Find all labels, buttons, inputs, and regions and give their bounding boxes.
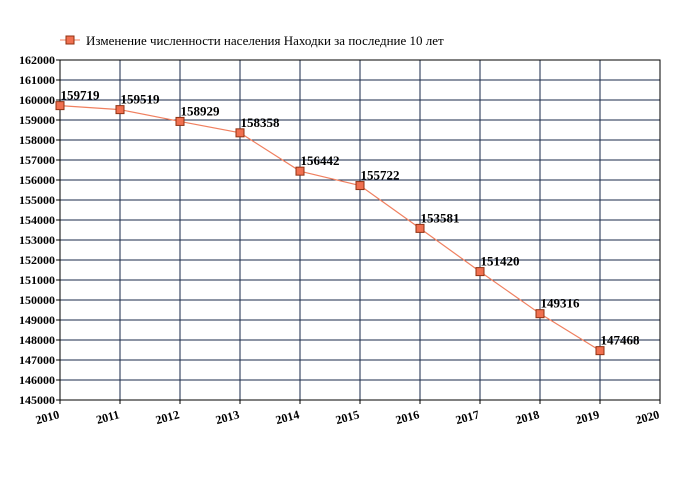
data-point-label: 159719 — [61, 88, 101, 103]
x-tick-label: 2010 — [34, 407, 61, 427]
y-tick-label: 156000 — [19, 173, 55, 187]
y-tick-label: 159000 — [19, 113, 55, 127]
y-tick-label: 155000 — [19, 193, 55, 207]
x-axis-ticks: 2010 2011 2012 2013 2014 2015 2016 2017 2018 2019… — [34, 407, 661, 427]
y-tick-label: 151000 — [19, 273, 55, 287]
x-tick-label: 2015 — [334, 407, 361, 427]
y-tick-label: 152000 — [19, 253, 55, 267]
data-point-marker — [355, 181, 365, 191]
data-labels: 159719 159519 158929 158358 156442 155722 1535… — [61, 88, 641, 348]
data-point-label: 151420 — [481, 254, 520, 269]
x-tick-label: 2020 — [634, 407, 661, 427]
y-tick-label: 158000 — [19, 133, 55, 147]
data-point-label: 156442 — [301, 153, 340, 168]
y-tick-label: 162000 — [19, 53, 55, 67]
series-line — [59, 105, 601, 352]
y-tick-label: 145000 — [19, 393, 55, 407]
plot-frame — [59, 59, 661, 401]
data-point-marker — [295, 166, 305, 176]
x-tick-label: 2017 — [454, 407, 481, 427]
data-point-label: 158358 — [241, 115, 281, 130]
data-point-label: 153581 — [421, 210, 460, 225]
x-tick-label: 2019 — [574, 407, 601, 427]
legend-marker-swatch — [65, 35, 75, 45]
data-point-marker — [535, 309, 545, 319]
legend-label: Изменение численности населения Находки … — [86, 33, 444, 48]
data-point-marker — [235, 128, 245, 138]
x-tick-label: 2013 — [214, 407, 241, 427]
chart-legend: Изменение численности населения Находки … — [60, 33, 444, 48]
data-point-label: 158929 — [181, 103, 221, 118]
data-point-label: 155722 — [361, 168, 400, 183]
y-tick-label: 157000 — [19, 153, 55, 167]
data-point-label: 149316 — [541, 296, 581, 311]
x-tick-label: 2016 — [394, 407, 421, 427]
y-tick-label: 160000 — [19, 93, 55, 107]
y-tick-label: 161000 — [19, 73, 55, 87]
data-point-marker — [415, 223, 425, 233]
y-tick-label: 146000 — [19, 373, 55, 387]
y-tick-label: 147000 — [19, 353, 55, 367]
data-point-label: 159519 — [121, 92, 161, 107]
y-tick-label: 150000 — [19, 293, 55, 307]
chart-grid — [56, 59, 661, 404]
x-tick-label: 2011 — [95, 407, 121, 427]
y-axis-ticks: 145000 146000 147000 148000 149000 150000 1510… — [19, 53, 55, 407]
x-tick-label: 2014 — [274, 407, 301, 427]
y-tick-label: 154000 — [19, 213, 55, 227]
x-tick-label: 2012 — [154, 407, 181, 427]
y-tick-label: 148000 — [19, 333, 55, 347]
data-point-marker — [115, 105, 125, 115]
data-point-marker — [475, 267, 485, 277]
data-point-marker — [595, 346, 605, 356]
data-point-label: 147468 — [601, 333, 641, 348]
y-tick-label: 153000 — [19, 233, 55, 247]
data-point-marker — [55, 101, 65, 111]
population-series — [55, 101, 605, 356]
x-tick-label: 2018 — [514, 407, 541, 427]
data-point-marker — [175, 116, 185, 126]
y-tick-label: 149000 — [19, 313, 55, 327]
